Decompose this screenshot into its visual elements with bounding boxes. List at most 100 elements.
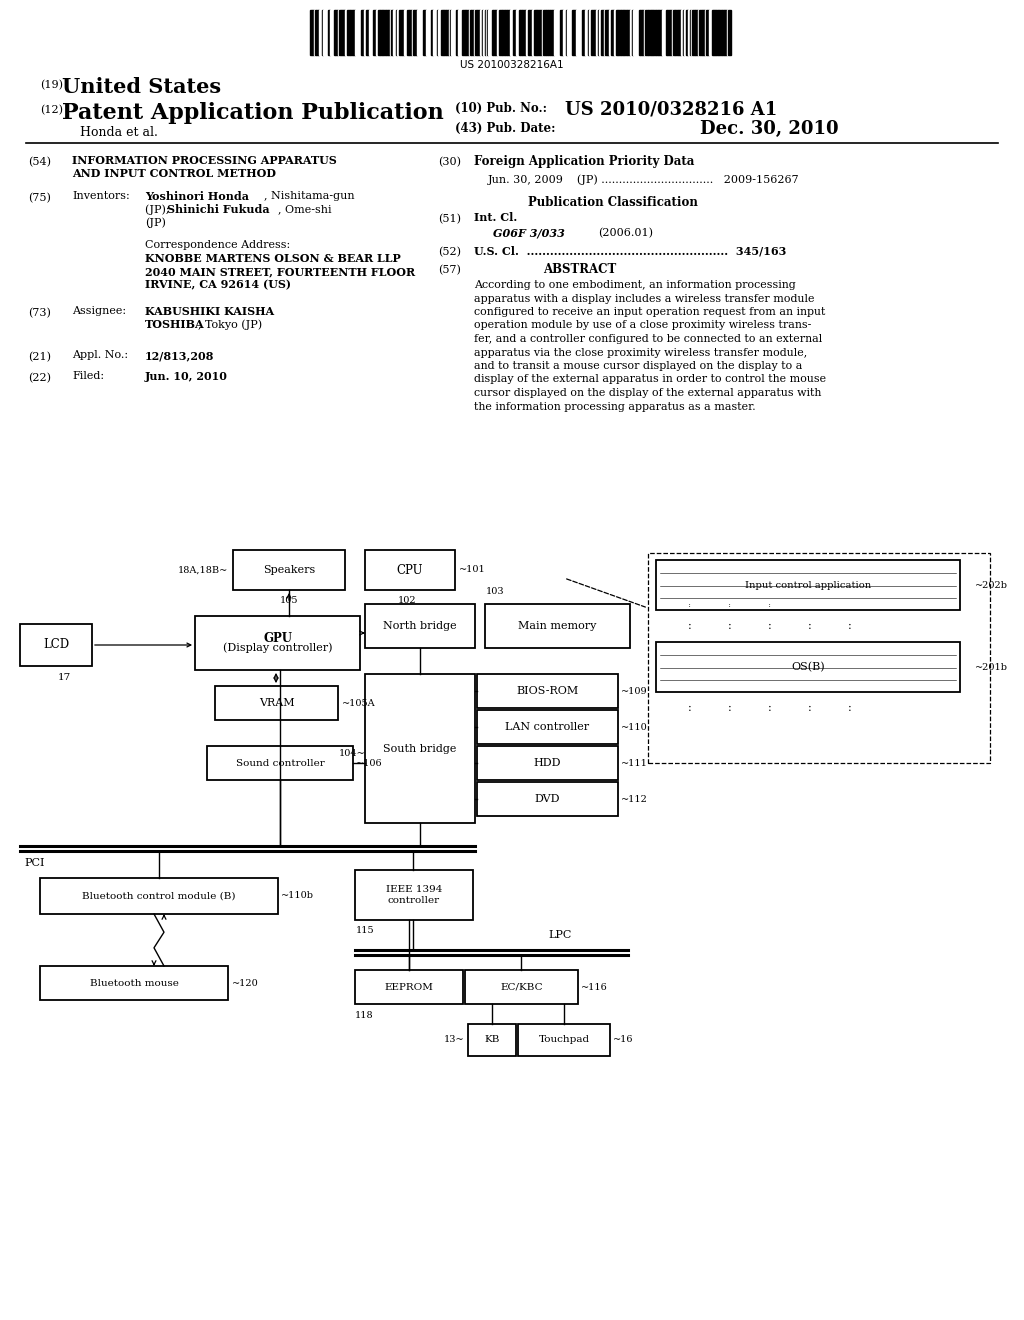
Bar xyxy=(540,11,542,55)
Text: (2006.01): (2006.01) xyxy=(598,228,653,239)
Bar xyxy=(365,550,455,590)
Text: PCI: PCI xyxy=(24,858,44,869)
Text: configured to receive an input operation request from an input: configured to receive an input operation… xyxy=(474,308,825,317)
Bar xyxy=(722,11,724,55)
Bar xyxy=(681,11,683,55)
Text: GPU: GPU xyxy=(263,631,292,644)
Text: Assignee:: Assignee: xyxy=(72,306,126,315)
Bar xyxy=(420,11,423,55)
Bar xyxy=(469,11,470,55)
Bar xyxy=(558,11,560,55)
Bar xyxy=(441,11,443,55)
Text: ~201b: ~201b xyxy=(975,663,1008,672)
Bar xyxy=(456,11,458,55)
Text: 115: 115 xyxy=(356,927,375,935)
Bar xyxy=(556,11,558,55)
Text: (19): (19) xyxy=(40,81,63,90)
Text: (Display controller): (Display controller) xyxy=(223,643,332,653)
Bar xyxy=(569,11,571,55)
Bar xyxy=(471,11,474,55)
Bar xyxy=(365,605,475,648)
Text: KNOBBE MARTENS OLSON & BEAR LLP: KNOBBE MARTENS OLSON & BEAR LLP xyxy=(145,253,400,264)
Bar xyxy=(215,686,338,719)
Bar xyxy=(697,11,699,55)
Text: 105: 105 xyxy=(280,597,298,605)
Text: Bluetooth control module (B): Bluetooth control module (B) xyxy=(82,891,236,900)
Bar xyxy=(385,11,388,55)
Bar xyxy=(458,11,461,55)
Bar xyxy=(554,11,556,55)
Text: , Ome-shi: , Ome-shi xyxy=(278,205,332,214)
Bar xyxy=(597,11,599,55)
Bar xyxy=(414,11,416,55)
Bar xyxy=(477,11,479,55)
Bar xyxy=(548,11,550,55)
Bar xyxy=(424,11,426,55)
Bar xyxy=(195,616,360,671)
Text: (12): (12) xyxy=(40,106,63,115)
Text: (54): (54) xyxy=(28,157,51,168)
Text: ~109: ~109 xyxy=(621,686,647,696)
Bar xyxy=(614,11,616,55)
Bar xyxy=(477,675,618,708)
Bar xyxy=(310,11,311,55)
Bar xyxy=(399,11,402,55)
Text: ~112: ~112 xyxy=(621,795,648,804)
Bar xyxy=(680,11,681,55)
Bar xyxy=(323,11,325,55)
Text: TOSHIBA: TOSHIBA xyxy=(145,319,205,330)
Bar xyxy=(378,11,380,55)
Bar xyxy=(345,11,346,55)
Text: South bridge: South bridge xyxy=(383,743,457,754)
Text: ~202b: ~202b xyxy=(975,581,1008,590)
Bar xyxy=(499,11,502,55)
Bar xyxy=(365,675,475,822)
Text: Dec. 30, 2010: Dec. 30, 2010 xyxy=(700,120,839,139)
Text: :: : xyxy=(728,704,732,713)
Text: ~106: ~106 xyxy=(356,759,383,767)
Text: Int. Cl.: Int. Cl. xyxy=(474,213,517,223)
Bar xyxy=(578,11,580,55)
Bar xyxy=(709,11,712,55)
Bar xyxy=(315,11,317,55)
Bar xyxy=(634,11,637,55)
Bar xyxy=(655,11,658,55)
Text: (22): (22) xyxy=(28,374,51,383)
Bar xyxy=(516,11,519,55)
Text: Inventors:: Inventors: xyxy=(72,191,130,201)
Bar xyxy=(339,11,341,55)
Bar xyxy=(513,11,516,55)
Text: (43) Pub. Date:: (43) Pub. Date: xyxy=(455,121,555,135)
Text: LAN controller: LAN controller xyxy=(506,722,590,733)
Text: 17: 17 xyxy=(58,673,72,682)
Bar xyxy=(462,11,465,55)
Bar xyxy=(585,11,587,55)
Text: Touchpad: Touchpad xyxy=(539,1035,590,1044)
Text: IEEE 1394
controller: IEEE 1394 controller xyxy=(386,886,442,904)
Bar xyxy=(477,781,618,816)
Bar xyxy=(725,11,727,55)
Text: :: : xyxy=(808,620,812,631)
Bar xyxy=(454,11,456,55)
Bar xyxy=(647,11,650,55)
Bar xyxy=(521,11,524,55)
Bar xyxy=(567,11,569,55)
Bar xyxy=(618,11,621,55)
Text: Jun. 30, 2009    (JP) ................................   2009-156267: Jun. 30, 2009 (JP) .....................… xyxy=(488,174,800,185)
Text: Jun. 10, 2010: Jun. 10, 2010 xyxy=(145,371,228,381)
Bar xyxy=(659,11,660,55)
Bar xyxy=(428,11,430,55)
Text: ~120: ~120 xyxy=(232,978,259,987)
Text: :: : xyxy=(764,601,776,609)
Bar xyxy=(352,11,354,55)
Bar xyxy=(583,11,585,55)
Bar xyxy=(716,11,718,55)
Text: Honda et al.: Honda et al. xyxy=(80,125,158,139)
Text: :: : xyxy=(848,620,852,631)
Text: United States: United States xyxy=(62,77,221,96)
Bar xyxy=(560,11,561,55)
Bar xyxy=(534,11,536,55)
Text: :: : xyxy=(684,601,695,609)
Bar xyxy=(611,11,612,55)
Bar xyxy=(621,11,623,55)
